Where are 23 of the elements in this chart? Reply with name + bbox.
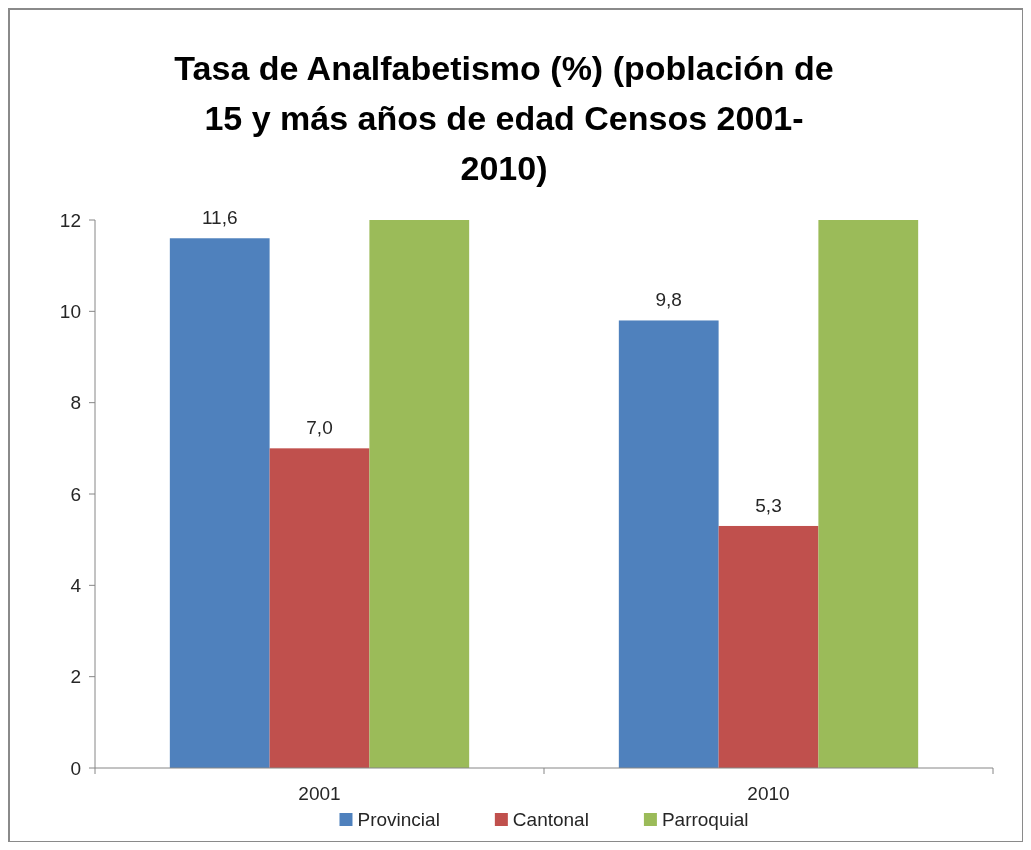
legend-label: Parroquial [661, 809, 749, 830]
chart-title: Tasa de Analfabetismo (%) (población de 15 y más años de edad Censos 2001-2010) [174, 49, 834, 187]
bar [269, 448, 370, 768]
y-tick-label: 8 [70, 392, 81, 414]
data-label: 9,8 [655, 289, 682, 311]
y-tick-label: 12 [59, 209, 81, 231]
x-tick-label: 2001 [298, 783, 341, 804]
data-label: 5,3 [755, 494, 782, 516]
legend-label: Cantonal [512, 809, 589, 830]
bar [169, 238, 270, 768]
bar [618, 320, 719, 768]
y-tick-label: 6 [70, 483, 81, 505]
y-tick-label: 10 [59, 300, 81, 322]
bar [718, 525, 819, 768]
y-tick-label: 0 [70, 757, 81, 779]
y-tick-label: 4 [70, 574, 82, 596]
data-label: 11,6 [201, 207, 238, 229]
bar [369, 220, 470, 768]
y-tick-label: 2 [70, 666, 81, 688]
x-tick-label: 2010 [747, 783, 790, 804]
bar [818, 220, 919, 768]
data-label: 7,0 [306, 417, 333, 439]
legend-label: Provincial [357, 809, 440, 830]
